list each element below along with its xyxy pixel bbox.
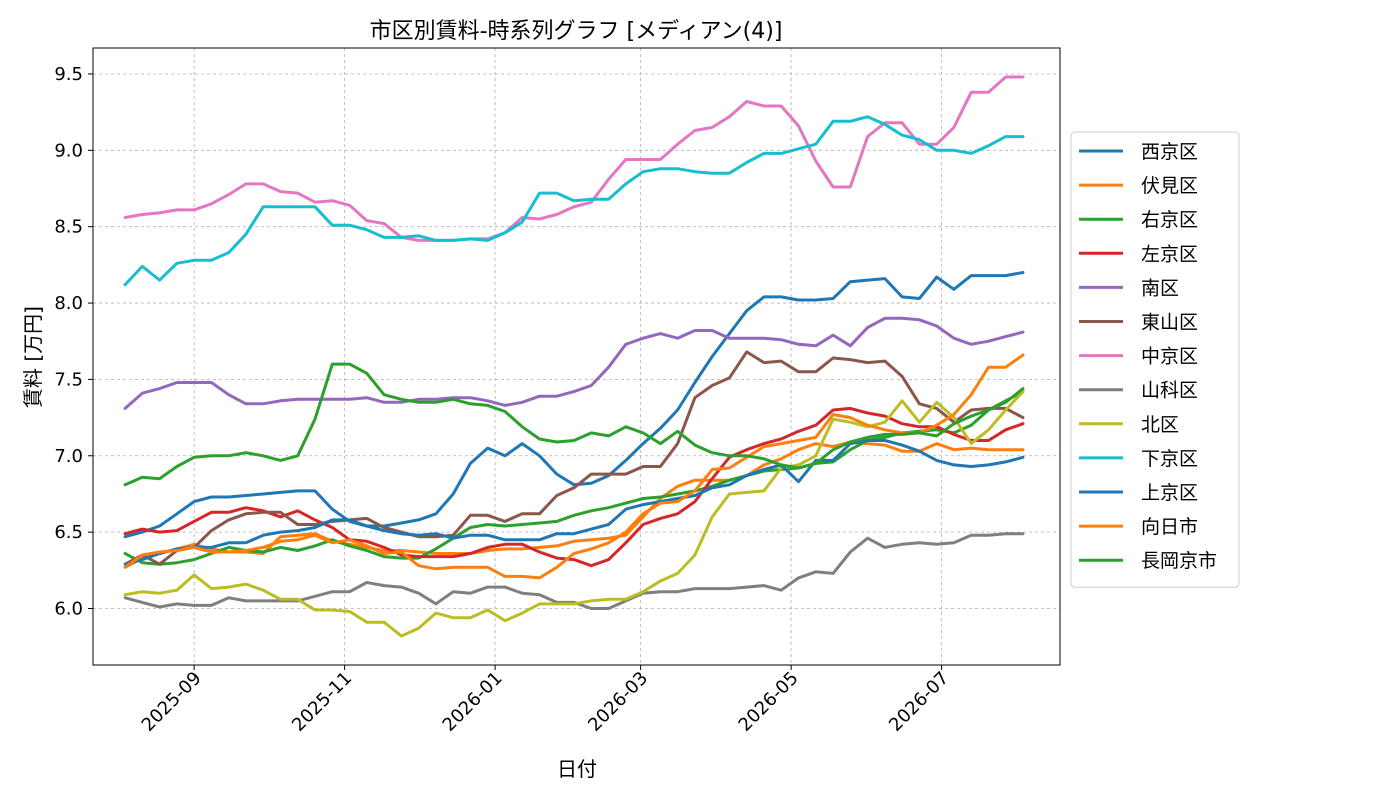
series-line (123, 532, 1025, 610)
legend-label: 北区 (1141, 414, 1179, 436)
x-tick-label: 2026-03 (584, 668, 652, 736)
y-tick-label: 6.0 (54, 598, 83, 619)
y-tick-label: 9.5 (54, 64, 83, 85)
series-line (123, 115, 1025, 287)
legend-label: 長岡京市 (1141, 550, 1217, 572)
y-axis-label: 賃料 [万円] (21, 306, 45, 408)
x-tick-label: 2025-09 (138, 668, 206, 736)
x-axis: 2025-09 2025-11 2026-01 2026-03 2026-05 2026-… (138, 665, 953, 736)
series-line (123, 316, 1025, 410)
y-axis: 6.0 6.5 7.0 7.5 8.0 8.5 9.0 9.5 (54, 64, 93, 619)
series-line (123, 350, 1025, 566)
y-tick-label: 8.5 (54, 217, 83, 238)
x-tick-label: 2026-05 (735, 668, 803, 736)
y-tick-label: 6.5 (54, 522, 83, 543)
chart-title: 市区別賃料-時系列グラフ [メディアン(4)] (370, 19, 783, 44)
legend-label: 左京区 (1141, 243, 1198, 265)
legend-label: 南区 (1141, 277, 1179, 299)
legend-label: 下京区 (1141, 448, 1198, 470)
legend-label: 右京区 (1141, 209, 1198, 231)
series-line (123, 406, 1025, 568)
series-line (123, 271, 1025, 539)
legend-box (1070, 131, 1240, 588)
x-tick-label: 2025-11 (288, 668, 356, 736)
series-line (123, 75, 1025, 242)
legend-label: 伏見区 (1141, 175, 1198, 197)
x-axis-label: 日付 (557, 757, 597, 781)
legend-label: 中京区 (1141, 346, 1198, 368)
series-line (123, 362, 1025, 487)
legend-label: 東山区 (1141, 312, 1198, 334)
x-tick-label: 2026-07 (885, 668, 953, 736)
y-tick-label: 8.0 (54, 293, 83, 314)
y-tick-label: 9.0 (54, 140, 83, 161)
legend-label: 山科区 (1141, 380, 1198, 402)
legend-label: 西京区 (1141, 141, 1198, 163)
plot-frame (92, 47, 1061, 666)
series-line (123, 353, 1025, 580)
series-lines (123, 75, 1025, 638)
x-tick-label: 2026-01 (439, 668, 507, 736)
legend-label: 上京区 (1141, 482, 1198, 504)
series-line (123, 439, 1025, 566)
y-tick-label: 7.0 (54, 446, 83, 467)
legend-label: 向日市 (1141, 516, 1198, 538)
y-tick-label: 7.5 (54, 369, 83, 390)
